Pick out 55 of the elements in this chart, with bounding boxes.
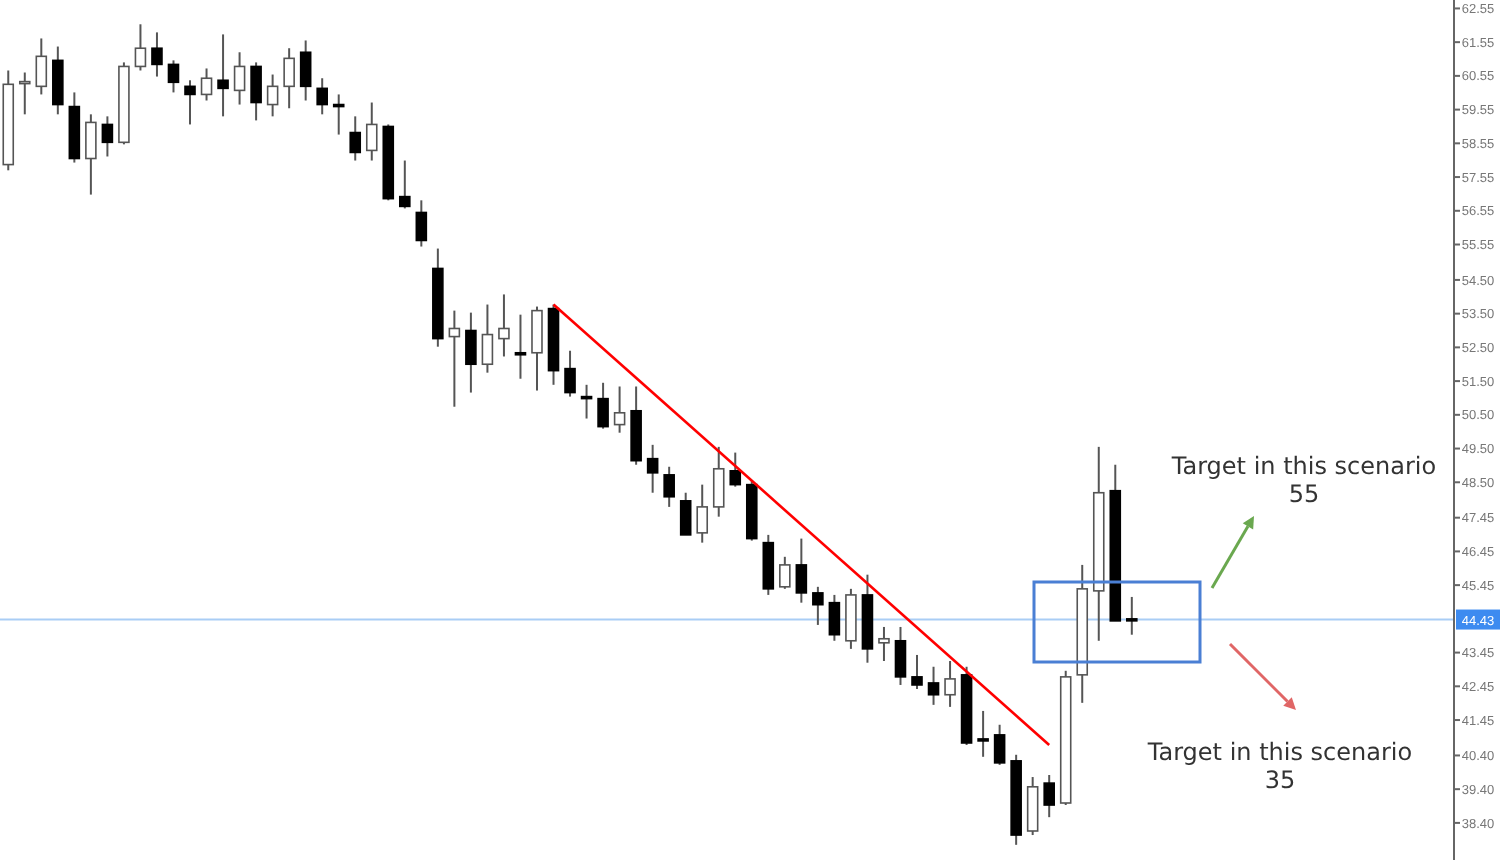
candlestick [349, 115, 362, 162]
candlestick [233, 51, 246, 106]
candlestick [217, 33, 229, 118]
candlestick [944, 660, 956, 708]
candlestick [613, 385, 626, 434]
candlestick [977, 709, 989, 758]
candlestick [200, 67, 213, 102]
candlestick [316, 77, 328, 116]
candlestick [332, 93, 345, 136]
candlestick [911, 653, 923, 691]
candlestick [1043, 774, 1055, 819]
candlestick [18, 71, 31, 116]
candlestick [481, 303, 494, 374]
candlestick [365, 101, 378, 162]
candlestick [448, 309, 461, 408]
candlestick [729, 451, 742, 488]
candlestick [679, 491, 692, 536]
candlestick [151, 31, 163, 78]
candlestick [184, 79, 196, 126]
candlestick [927, 665, 940, 706]
candlestick [1026, 776, 1039, 837]
candlestick [283, 47, 295, 110]
candlestick [299, 39, 312, 102]
candlestick [878, 625, 890, 663]
candlestick [828, 593, 841, 642]
candlestick [812, 585, 824, 626]
candlestick [531, 305, 543, 392]
candlestick [134, 23, 147, 72]
candlestick [993, 723, 1006, 766]
candlestick [266, 73, 279, 118]
candlestick [762, 533, 775, 596]
candlestick [795, 537, 808, 604]
candlestick [564, 349, 576, 398]
candlestick [101, 115, 114, 158]
candlestick [597, 381, 609, 430]
candlestick [35, 37, 48, 96]
candlestick [85, 113, 97, 196]
candlestick [514, 313, 527, 380]
candlestick [696, 483, 709, 544]
candlestick [415, 199, 428, 248]
candlestick [498, 293, 510, 358]
candlestick [646, 443, 659, 494]
candlestick [845, 587, 857, 650]
candlestick [399, 159, 411, 210]
candlestick [712, 445, 725, 518]
candlestick [250, 61, 262, 122]
candlestick [663, 465, 675, 508]
candlestick [1126, 595, 1138, 636]
candlestick [167, 59, 180, 94]
annotation: Target in this scenario 55 [1169, 452, 1437, 508]
candlestick [894, 625, 907, 686]
candlestick [52, 45, 64, 116]
candlestick [465, 311, 477, 394]
annotation: Target in this scenario 35 [1145, 738, 1413, 794]
candlestick [779, 555, 791, 590]
